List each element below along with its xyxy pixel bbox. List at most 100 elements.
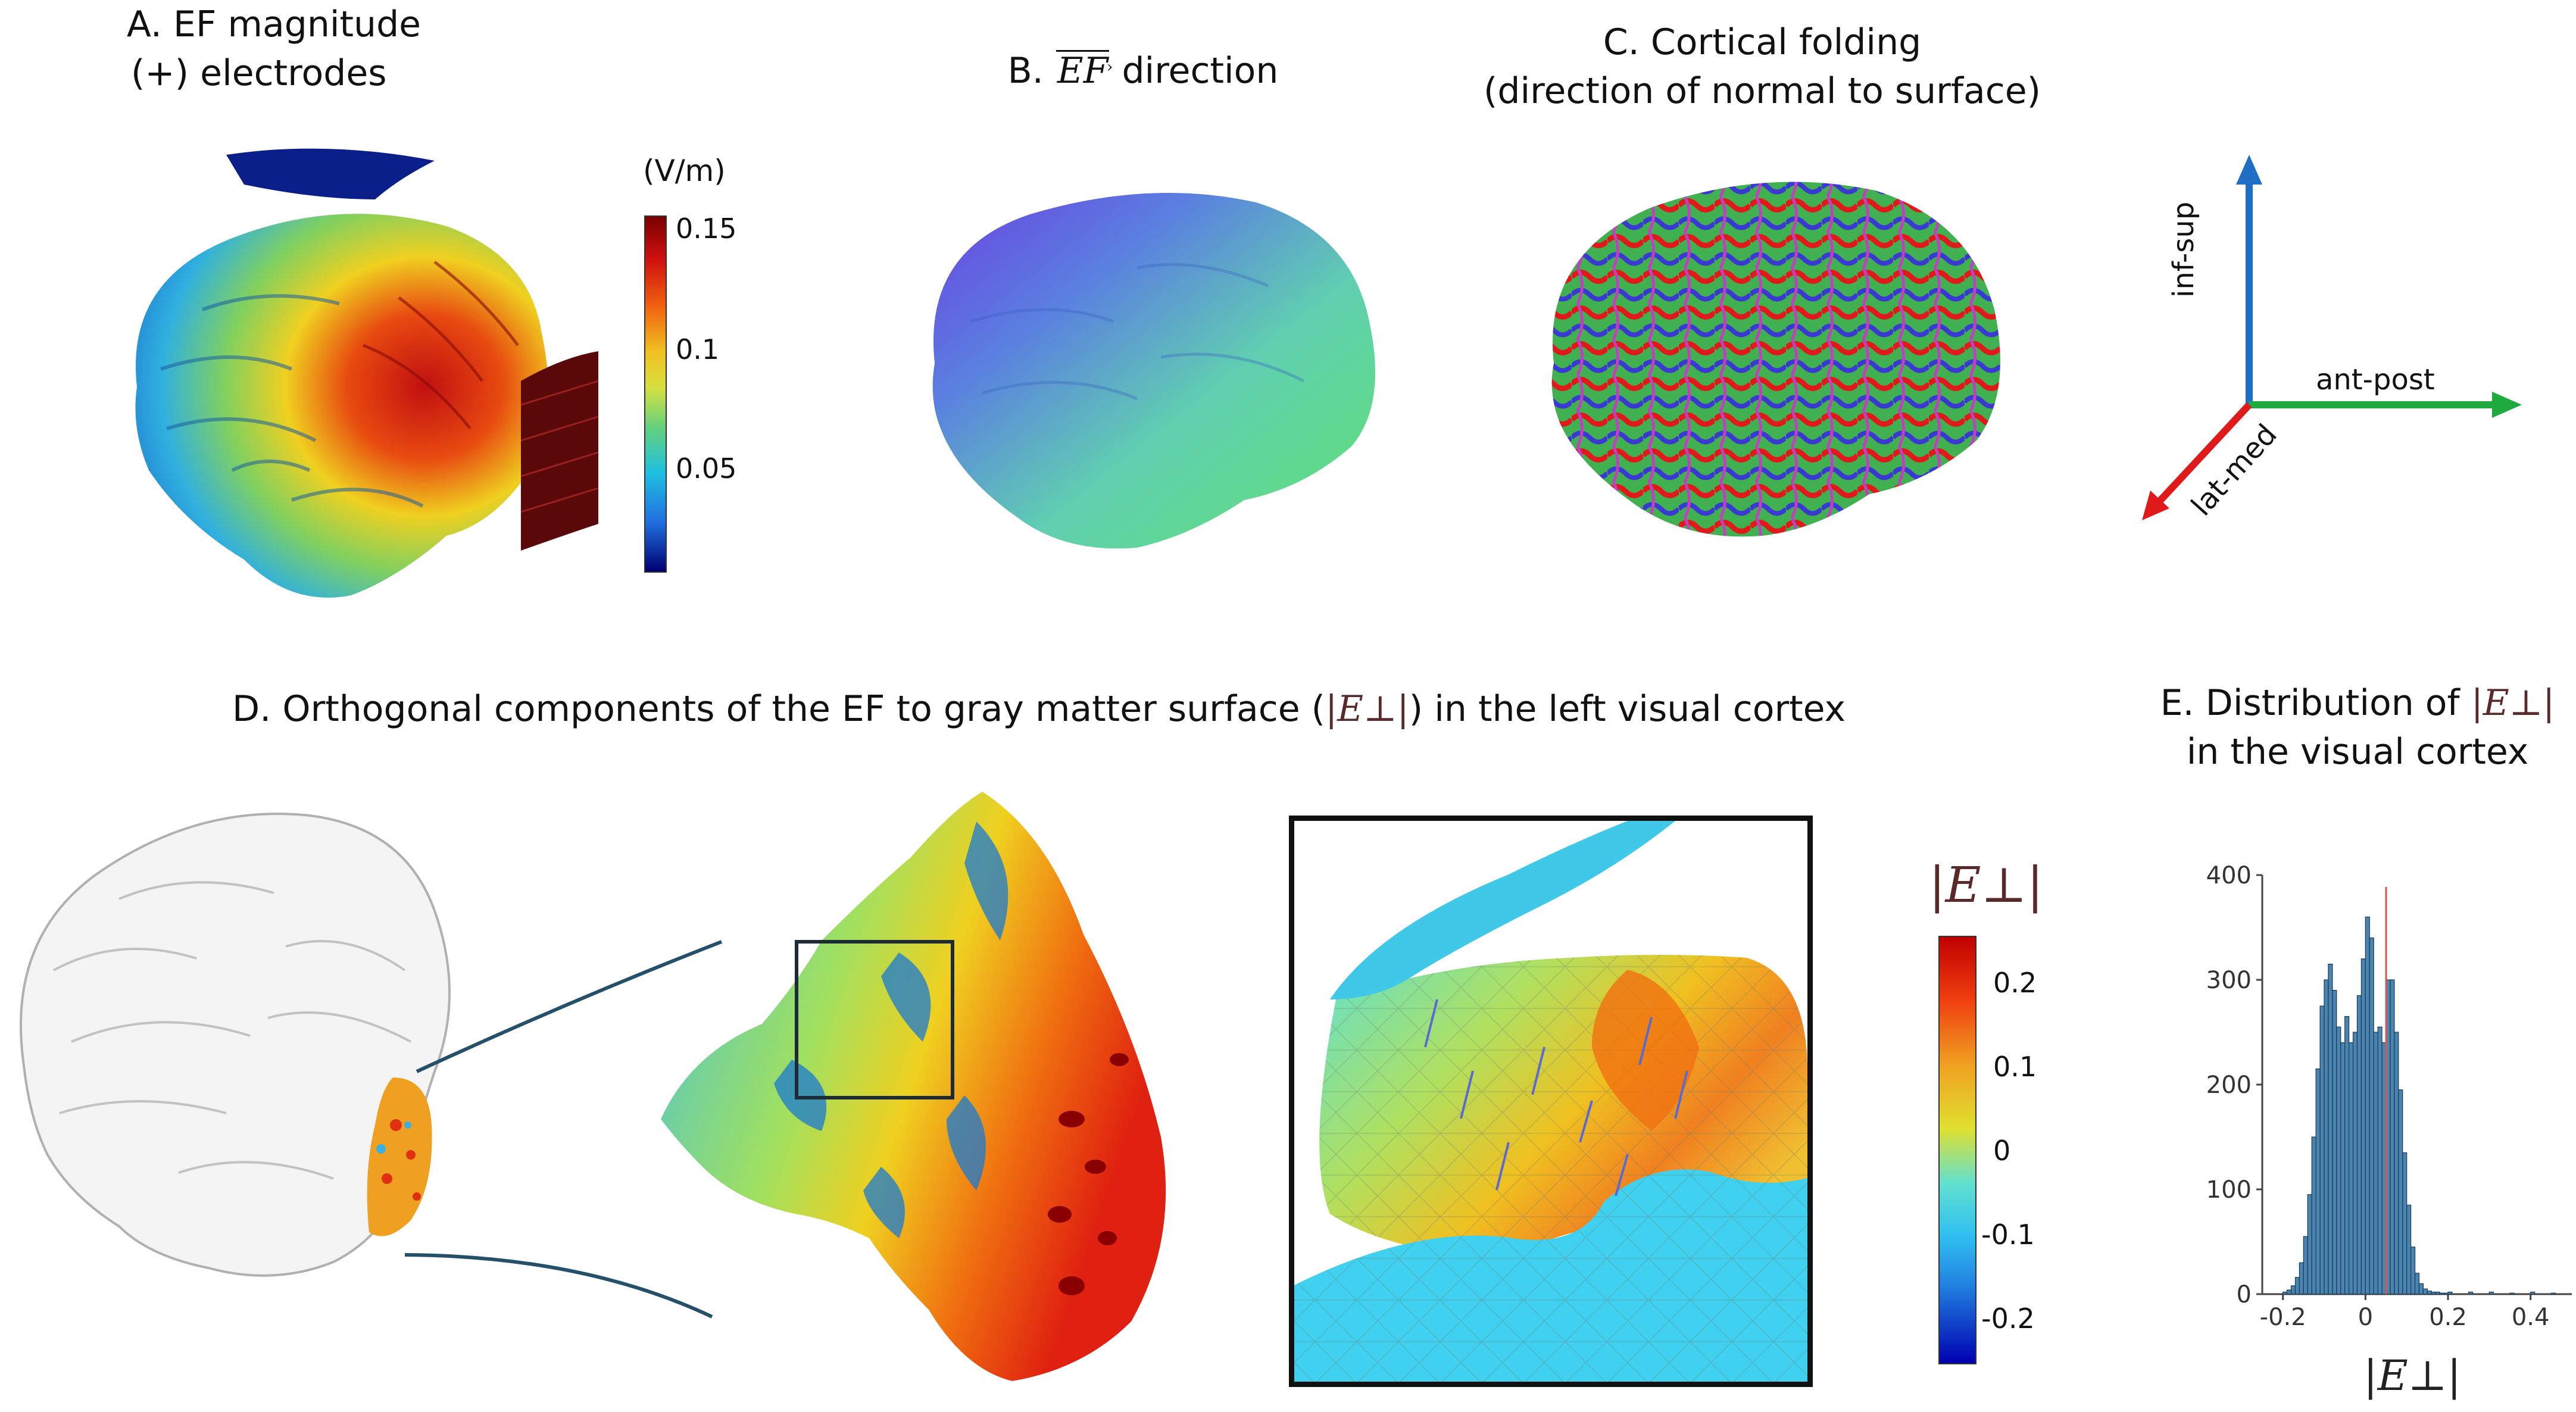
histogram-chart: 0 100 200 300 400 -0.2 0 0.2 0.4 — [2206, 862, 2572, 1331]
histogram-bar — [2356, 995, 2362, 1295]
histogram-bar — [2340, 1042, 2346, 1295]
colorbar-a-unit: (V/m) — [643, 154, 726, 188]
histogram-bar — [2349, 1042, 2354, 1295]
histogram-bar — [2431, 1291, 2436, 1295]
orientation-axes — [2142, 155, 2522, 520]
histogram-y-tick-label: 300 — [2206, 967, 2252, 994]
panel-c-title-line1: C. Cortical folding — [1603, 21, 1922, 63]
histogram-x-tick-label: 0.4 — [2512, 1304, 2550, 1331]
histogram-bar — [2550, 1292, 2556, 1295]
histogram-bar — [2398, 1089, 2403, 1295]
vector-arrow — [1056, 50, 1110, 52]
colorbar-d-tick-01: 0.1 — [1993, 1051, 2037, 1083]
panel-d-title-end: ) in the left visual cortex — [1409, 688, 1846, 730]
colorbar-d-tick-0: 0 — [1993, 1135, 2011, 1167]
panel-d-title-symbol: |E⊥| — [1325, 688, 1409, 730]
histogram-bar — [2406, 1204, 2412, 1295]
histogram-bar — [2332, 990, 2337, 1295]
histogram-bar — [2373, 1032, 2378, 1295]
histogram-bar — [2418, 1283, 2424, 1295]
histogram-bar — [2435, 1291, 2440, 1295]
panel-c-title: C. Cortical folding (direction of normal… — [1476, 18, 2048, 115]
histogram-x-tick-label: -0.2 — [2260, 1304, 2306, 1331]
visual-cortex-surface — [661, 792, 1166, 1381]
histogram-bar — [2422, 1288, 2428, 1295]
histogram-bar — [2414, 1273, 2420, 1295]
histogram-bar — [2290, 1285, 2296, 1295]
histogram-bar — [2443, 1292, 2449, 1295]
label-ant-post: ant-post — [2316, 363, 2435, 396]
panel-a-title: A. EF magnitude (+) electrodes — [119, 0, 429, 98]
axis-inf-sup-arrowhead — [2236, 155, 2262, 185]
histogram-bar — [2336, 1026, 2341, 1295]
panel-b-title-prefix: B. — [1007, 50, 1044, 92]
axis-ant-post-arrowhead — [2492, 392, 2522, 418]
colorbar-d-tick-02: 0.2 — [1993, 967, 2037, 999]
panel-e-title-line1: E. Distribution of |E⊥| — [2160, 682, 2555, 724]
histogram-bar — [2307, 1194, 2312, 1295]
brain-gray-outline — [20, 813, 451, 1277]
histogram-bar — [2299, 1262, 2304, 1295]
colorbar-a-tick-01: 0.1 — [676, 333, 720, 366]
panel-b-title-vector: › EF — [1055, 46, 1113, 95]
histogram-bar — [2402, 1152, 2408, 1295]
colorbar-d-tick-m01: -0.1 — [1981, 1219, 2035, 1251]
vector-arrowhead: › — [1106, 58, 1113, 76]
panel-c-title-line2: (direction of normal to surface) — [1483, 70, 2041, 112]
histogram-bar — [2328, 964, 2333, 1295]
histogram-y-tick-label: 400 — [2206, 862, 2252, 889]
axis-lat-med — [2152, 402, 2252, 509]
colorbar-a-tick-015: 0.15 — [676, 213, 737, 245]
histogram-y-tick-label: 0 — [2237, 1281, 2252, 1308]
histogram-bar — [2352, 1032, 2358, 1295]
histogram-bar — [2369, 938, 2374, 1295]
histogram-bar — [2365, 916, 2370, 1295]
histogram-bar — [2377, 1026, 2383, 1295]
histogram-bar — [2509, 1292, 2515, 1295]
panel-b-title-suffix: direction — [1122, 50, 1279, 92]
histogram-x-tick-label: 0 — [2358, 1304, 2373, 1331]
histogram-bar — [2319, 1005, 2325, 1295]
histogram-bar — [2287, 1289, 2292, 1295]
histogram-bar — [2311, 1136, 2316, 1295]
histogram-bar — [2447, 1291, 2453, 1295]
panel-e-title-line2: in the visual cortex — [2186, 731, 2529, 773]
histogram-xlabel: |E⊥| — [2363, 1351, 2462, 1400]
electrode-top — [226, 148, 435, 199]
histogram-x-tick-label: 0.2 — [2429, 1304, 2467, 1331]
panel-a-title-line2: (+) electrodes — [131, 52, 387, 94]
histogram-bar — [2303, 1236, 2308, 1295]
electrode-side — [520, 351, 599, 551]
histogram-bar — [2315, 1069, 2321, 1295]
panel-d-title: D. Orthogonal components of the EF to gr… — [232, 685, 1846, 733]
brain-ef-magnitude — [135, 214, 549, 598]
panel-e-title-symbol: |E⊥| — [2471, 682, 2555, 724]
brain-cortical-folding — [1551, 182, 2000, 537]
histogram-bar — [2530, 1291, 2536, 1295]
histogram-bar — [2294, 1277, 2300, 1295]
histogram-bar — [2488, 1291, 2494, 1295]
histogram-y-tick-label: 200 — [2206, 1072, 2252, 1099]
histogram-bar — [2283, 1291, 2288, 1295]
colorbar-d — [1938, 936, 1977, 1364]
colorbar-a — [644, 215, 667, 573]
histogram-y-tick-label: 100 — [2206, 1176, 2252, 1204]
histogram-bar — [2344, 1016, 2350, 1295]
panel-a-title-line1: A. EF magnitude — [126, 4, 421, 45]
histogram-bar — [2410, 1247, 2416, 1295]
histogram-bar — [2390, 979, 2395, 1295]
axis-lat-med-arrowhead — [2142, 491, 2169, 520]
panel-b-title: B. › EF direction — [964, 46, 1322, 95]
histogram-bar — [2468, 1291, 2474, 1295]
histogram-bar — [2360, 958, 2366, 1295]
histogram-bar — [2439, 1292, 2444, 1295]
colorbar-d-label: |E⊥| — [1929, 857, 2044, 914]
zoom-inset — [1289, 816, 1813, 1387]
histogram-bar — [2394, 1032, 2399, 1295]
zoom-box — [795, 940, 954, 1099]
colorbar-a-tick-005: 0.05 — [676, 452, 737, 485]
panel-e-title: E. Distribution of |E⊥| in the visual co… — [2131, 679, 2576, 776]
brain-ef-direction — [932, 193, 1375, 549]
colorbar-d-tick-m02: -0.2 — [1981, 1302, 2035, 1335]
histogram-bar — [2324, 979, 2329, 1295]
